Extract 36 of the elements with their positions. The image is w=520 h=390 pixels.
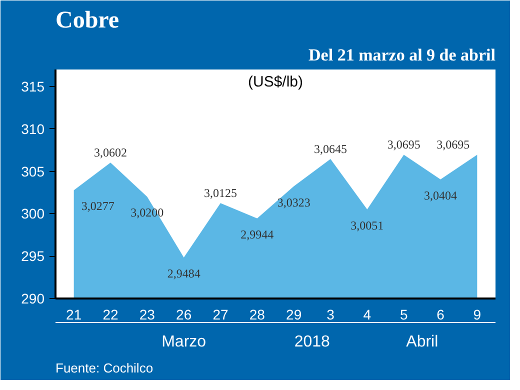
y-tick-label: 300: [21, 206, 45, 222]
y-tick-label: 315: [21, 78, 45, 94]
x-tick-label: 9: [473, 306, 482, 322]
source-note: Fuente: Cochilco: [56, 360, 154, 376]
x-tick-label: 5: [400, 306, 408, 322]
data-label: 3,0645: [314, 142, 347, 156]
y-tick-label: 310: [21, 120, 45, 137]
x-tick-label: 6: [436, 306, 445, 322]
data-label: 3,0695: [387, 138, 420, 152]
data-label: 2,9484: [167, 266, 200, 280]
x-tick-label: 21: [66, 306, 82, 322]
data-label: 3,0051: [350, 218, 384, 232]
x-tick-label: 3: [326, 306, 335, 322]
data-label: 2,9944: [240, 227, 274, 242]
y-tick-label: 290: [21, 290, 45, 306]
data-label: 3,0602: [94, 146, 127, 160]
text: Abril: [406, 334, 438, 350]
data-label: 3,0323: [277, 195, 310, 210]
x-tick-label: 23: [139, 306, 156, 322]
y-axis-title: (US$/lb): [248, 74, 304, 90]
x-tick-label: 22: [102, 306, 118, 322]
chart-title: Cobre: [56, 8, 120, 34]
text: 2018: [294, 334, 330, 350]
y-tick-label: 295: [21, 248, 45, 264]
data-label: 3,0695: [436, 138, 470, 152]
data-label: 3,0404: [424, 188, 457, 202]
data-label: 3,0125: [204, 186, 237, 200]
x-tick-label: 27: [212, 306, 228, 322]
x-tick-label: 26: [176, 306, 192, 322]
text: Marzo: [162, 334, 206, 350]
chart-subtitle: Del 21 marzo al 9 de abril: [308, 46, 496, 64]
data-label: 3,0277: [81, 199, 114, 214]
y-tick-label: 305: [21, 163, 45, 180]
x-tick-label: 28: [249, 306, 266, 322]
x-tick-label: 29: [286, 306, 302, 322]
x-tick-label: 4: [363, 306, 372, 322]
